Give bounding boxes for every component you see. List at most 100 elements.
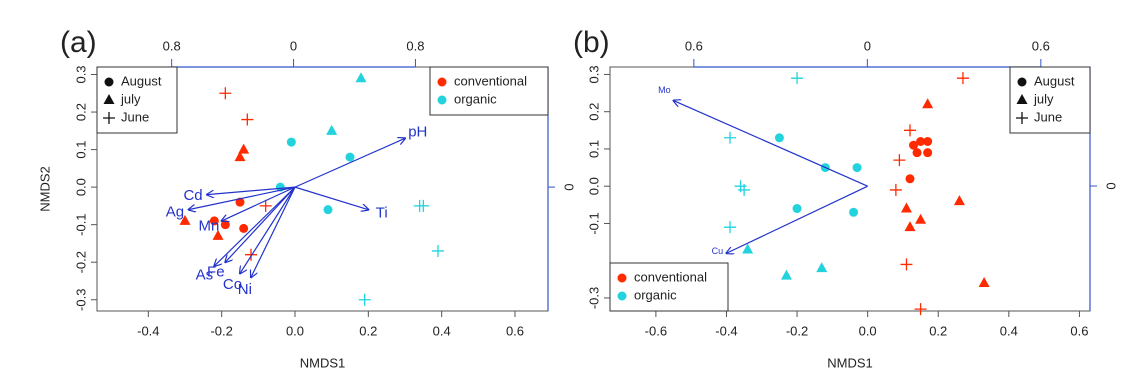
legend-symbol — [1016, 94, 1028, 104]
legend-label: conventional — [634, 269, 707, 284]
legend-symbol — [437, 77, 447, 87]
top-tick-label: 0 — [290, 38, 297, 53]
point — [852, 163, 862, 173]
y-axis-title: NMDS2 — [37, 166, 52, 212]
legend-symbol — [103, 112, 115, 124]
legend-symbol — [1017, 77, 1027, 87]
y-tick-label: 0.3 — [586, 65, 601, 83]
point — [893, 154, 906, 167]
x-tick-label: -0.6 — [645, 323, 667, 338]
y-tick-label: -0.1 — [73, 213, 88, 235]
top-tick-label: 0.8 — [406, 38, 424, 53]
point — [978, 277, 990, 288]
vector-label: Ni — [238, 281, 252, 298]
point — [212, 229, 224, 240]
legend-symbol — [617, 291, 627, 301]
legend-label: conventional — [454, 73, 527, 88]
point — [905, 174, 915, 184]
top-tick-label: 0.8 — [163, 38, 181, 53]
top-tick-label: 0.6 — [685, 38, 703, 53]
point — [900, 258, 913, 271]
color-legend-box — [609, 262, 729, 312]
legend-symbol — [103, 94, 115, 104]
x-tick-label: -0.2 — [210, 323, 232, 338]
point — [358, 293, 371, 306]
y-tick-label: 0.2 — [73, 103, 88, 121]
vector-label: Co — [223, 276, 242, 293]
point — [889, 183, 902, 196]
point — [849, 207, 859, 217]
point — [915, 213, 927, 224]
vector-label: Mo — [658, 85, 671, 95]
point — [239, 223, 249, 233]
y-tick-label: 0.1 — [586, 140, 601, 158]
point — [912, 148, 922, 158]
point — [432, 244, 444, 257]
point — [923, 137, 933, 147]
point — [417, 199, 430, 212]
legend-symbol — [617, 273, 627, 283]
y-tick-label: -0.2 — [73, 251, 88, 273]
y-tick-label: -0.3 — [586, 287, 601, 309]
panel-label: (b) — [573, 26, 610, 59]
top-tick-label: 0.6 — [1032, 38, 1050, 53]
point — [791, 72, 804, 85]
vector-label: Ag — [166, 204, 184, 221]
legend-label: organic — [454, 91, 497, 106]
x-tick-label: 0.4 — [433, 323, 451, 338]
vector-label: As — [196, 267, 214, 284]
point — [286, 137, 296, 147]
legend-symbol — [104, 77, 114, 87]
y-tick-label: 0.0 — [586, 177, 601, 195]
point — [816, 262, 828, 273]
vector-arrow — [214, 186, 296, 266]
point — [904, 124, 916, 137]
point — [904, 221, 916, 232]
legend-label: June — [1034, 109, 1062, 124]
point — [900, 202, 912, 213]
x-tick-label: 0.0 — [859, 323, 877, 338]
vector-arrow — [294, 138, 405, 188]
x-axis-title: NMDS1 — [827, 355, 873, 370]
point — [209, 216, 219, 226]
legend-label: June — [121, 109, 149, 124]
point — [323, 205, 333, 215]
vector-label: Ti — [376, 205, 388, 222]
legend-label: july — [120, 91, 141, 106]
color-legend-box — [429, 66, 549, 116]
point — [916, 137, 926, 147]
vector-arrow — [207, 186, 296, 195]
point — [774, 133, 784, 143]
legend-label: August — [121, 73, 162, 88]
vector-arrow — [251, 186, 296, 277]
point — [179, 214, 191, 225]
point — [241, 113, 254, 126]
point — [956, 72, 969, 85]
x-tick-label: 0.2 — [359, 323, 377, 338]
legend-symbol — [437, 95, 447, 105]
right-tick-label: 0 — [1104, 182, 1119, 189]
x-tick-label: -0.2 — [786, 323, 808, 338]
point — [259, 199, 272, 212]
x-tick-label: 0.0 — [286, 323, 304, 338]
y-tick-label: -0.1 — [586, 212, 601, 234]
point — [738, 183, 751, 196]
vector-arrow — [225, 186, 296, 262]
point — [724, 221, 736, 234]
point — [914, 303, 927, 316]
x-axis-title: NMDS1 — [300, 355, 346, 370]
top-tick-label: 0 — [864, 38, 871, 53]
point — [345, 152, 355, 162]
x-tick-label: 0.2 — [929, 323, 947, 338]
point — [742, 243, 754, 254]
y-tick-label: 0.2 — [586, 103, 601, 121]
point — [219, 87, 232, 100]
x-tick-label: 0.6 — [1070, 323, 1088, 338]
point — [326, 124, 338, 135]
vector-label: Mn — [199, 218, 220, 235]
legend-label: july — [1033, 91, 1054, 106]
vector-label: Cd — [183, 187, 202, 204]
legend-symbol — [1016, 112, 1028, 124]
